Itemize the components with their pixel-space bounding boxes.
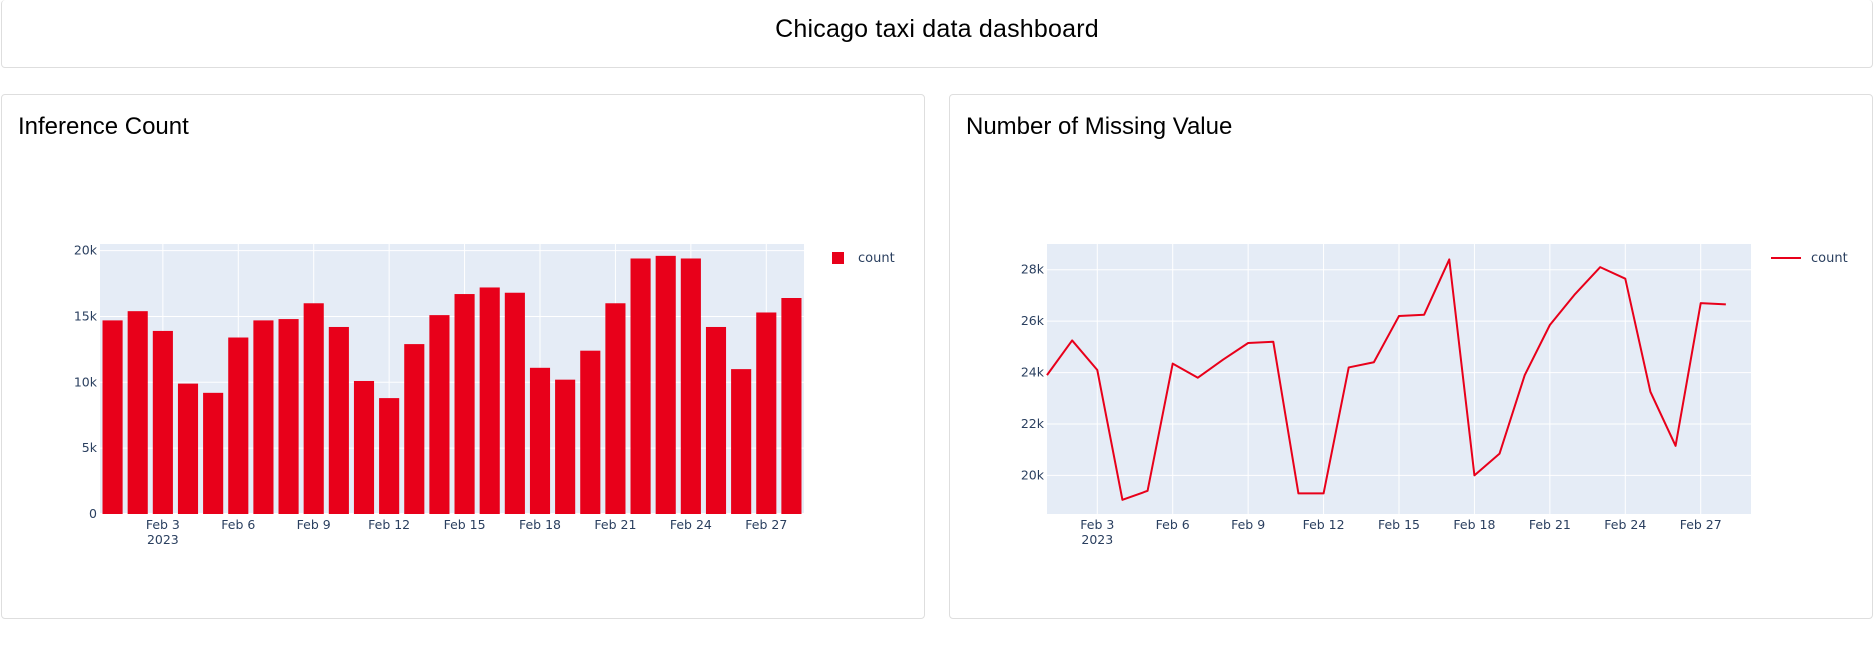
x-tick-label: Feb 27 [1680, 517, 1722, 532]
x-tick-label: Feb 3 [1080, 517, 1114, 532]
y-tick-label: 15k [74, 308, 98, 323]
y-tick-label: 20k [74, 243, 98, 258]
bar [404, 344, 424, 514]
y-tick-label: 24k [1021, 365, 1045, 380]
legend-label: count [1811, 251, 1848, 266]
x-tick-label: Feb 24 [1604, 517, 1646, 532]
bar [631, 258, 651, 514]
x-tick-label: Feb 6 [221, 517, 255, 532]
x-tick-label: Feb 18 [519, 517, 561, 532]
bar [279, 319, 299, 514]
y-tick-label: 0 [89, 506, 97, 521]
legend-label: count [858, 251, 895, 266]
bar [530, 368, 550, 514]
bar [228, 338, 248, 514]
x-tick-label: Feb 6 [1156, 517, 1190, 532]
bar [178, 384, 198, 514]
y-tick-label: 20k [1021, 467, 1045, 482]
bar [580, 351, 600, 514]
x-tick-label: Feb 9 [297, 517, 331, 532]
bar [756, 312, 776, 514]
inference-count-chart[interactable]: 0 5k 10k 15k 20k Feb 3 Feb 6 Feb 9 Feb 12 Feb 15 F… [2, 95, 924, 618]
bar [329, 327, 349, 514]
x-tick-label: Feb 27 [745, 517, 787, 532]
x-tick-label: Feb 3 [146, 517, 180, 532]
bar [731, 369, 751, 514]
bar [379, 398, 399, 514]
bar [480, 287, 500, 514]
y-tick-label: 5k [82, 440, 98, 455]
y-tick-label: 10k [74, 374, 98, 389]
x-tick-label: Feb 21 [594, 517, 636, 532]
x-tick-label: Feb 12 [368, 517, 410, 532]
bar [455, 294, 475, 514]
bar [706, 327, 726, 514]
legend-swatch [832, 252, 844, 264]
y-tick-label: 28k [1021, 262, 1045, 277]
bar [605, 303, 625, 514]
x-tick-label: Feb 15 [444, 517, 486, 532]
bar [253, 320, 273, 514]
x-year-label: 2023 [1081, 532, 1113, 547]
y-tick-label: 26k [1021, 313, 1045, 328]
dashboard-header: Chicago taxi data dashboard [1, 0, 1873, 68]
x-tick-label: Feb 15 [1378, 517, 1420, 532]
dashboard-title: Chicago taxi data dashboard [775, 15, 1099, 44]
bar [153, 331, 173, 514]
y-tick-label: 22k [1021, 416, 1045, 431]
inference-count-card: Inference Count 0 5k 10k 15k 20k Feb 3 Feb 6 Fe… [1, 94, 925, 619]
bar [681, 258, 701, 514]
x-tick-label: Feb 18 [1453, 517, 1495, 532]
bar [555, 380, 575, 514]
x-year-label: 2023 [147, 532, 179, 547]
x-tick-label: Feb 24 [670, 517, 712, 532]
bar [505, 293, 525, 514]
bar [354, 381, 374, 514]
bar [304, 303, 324, 514]
bar [656, 256, 676, 514]
bar [429, 315, 449, 514]
bar [128, 311, 148, 514]
bar [203, 393, 223, 514]
x-tick-label: Feb 9 [1231, 517, 1265, 532]
missing-value-card: Number of Missing Value 20k 22k 24k 26k 28k F… [949, 94, 1873, 619]
missing-value-chart[interactable]: 20k 22k 24k 26k 28k Feb 3 Feb 6 Feb 9 Feb 12 Feb … [950, 95, 1872, 618]
bar [781, 298, 801, 514]
bar [103, 320, 123, 514]
x-tick-label: Feb 21 [1529, 517, 1571, 532]
x-tick-label: Feb 12 [1303, 517, 1345, 532]
